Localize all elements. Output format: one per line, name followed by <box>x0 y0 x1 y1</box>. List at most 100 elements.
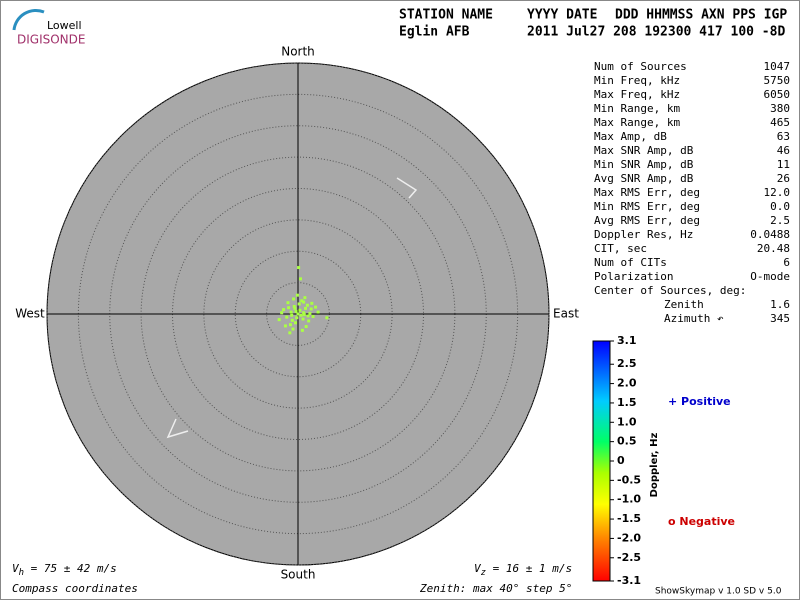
colorbar <box>592 340 611 582</box>
source-point <box>296 312 300 316</box>
stat-value: 465 <box>770 116 790 129</box>
stat-label: Max Freq, kHz <box>594 88 680 101</box>
source-point <box>308 311 312 315</box>
source-point <box>297 302 301 306</box>
header-col: DDD HHMMSS AXN PPS IGP <box>615 8 787 23</box>
stat-value: 345 <box>770 312 790 325</box>
source-point <box>290 313 294 317</box>
header-col: STATION NAME <box>399 8 493 23</box>
stat-value: 6050 <box>764 88 791 101</box>
vz: Vz = 16 ± 1 m/s <box>474 562 572 578</box>
footer: ShowSkymap v 1.0 SD v 5.0 <box>655 587 782 597</box>
source-point <box>325 316 329 320</box>
stat-label: Min SNR Amp, dB <box>594 158 694 171</box>
source-point <box>298 308 302 312</box>
stat-value: 2.5 <box>770 214 790 227</box>
source-point <box>306 314 310 318</box>
stat-value: 0.0488 <box>750 228 790 241</box>
header-value: Eglin AFB <box>399 25 470 40</box>
stat-label: Min RMS Err, deg <box>594 200 700 213</box>
stat-value: 11 <box>777 158 790 171</box>
stat-value: 0.0 <box>770 200 790 213</box>
source-point <box>287 306 291 310</box>
source-point <box>292 297 296 301</box>
stat-label: Max SNR Amp, dB <box>594 144 694 157</box>
source-point <box>277 318 281 322</box>
stat-label: Polarization <box>594 270 673 283</box>
stat-label: Num of CITs <box>594 256 667 269</box>
coords-note: Compass coordinates <box>12 582 138 595</box>
logo-top: Lowell <box>47 19 82 32</box>
stat-label: Avg SNR Amp, dB <box>594 172 694 185</box>
stat-label: Num of Sources <box>594 60 687 73</box>
source-point <box>299 277 303 281</box>
colorbar-tick-label: -2.0 <box>617 531 641 544</box>
stat-label: Azimuth ↶ <box>664 312 724 325</box>
direction-label: East <box>553 307 579 321</box>
source-point <box>288 323 292 327</box>
colorbar-tick-label: -3.1 <box>617 574 641 587</box>
colorbar-tick-label: 2.0 <box>617 377 637 390</box>
positive-legend: + Positive <box>668 395 731 408</box>
stat-label: Max RMS Err, deg <box>594 186 700 199</box>
source-point <box>301 317 305 321</box>
direction-label: South <box>281 568 316 582</box>
source-point <box>282 308 286 312</box>
colorbar-tick-label: -1.0 <box>617 493 641 506</box>
stat-label: Zenith <box>664 298 704 311</box>
stat-value: O-mode <box>750 270 790 283</box>
source-point <box>295 293 299 297</box>
negative-legend: o Negative <box>668 515 735 528</box>
colorbar-tick-label: -0.5 <box>617 473 641 486</box>
stat-value: 46 <box>777 144 790 157</box>
source-point <box>292 304 296 308</box>
colorbar-tick-label: 0.5 <box>617 435 637 448</box>
colorbar-tick-label: 3.1 <box>617 334 637 347</box>
stat-label: Min Freq, kHz <box>594 74 680 87</box>
stat-value: 63 <box>777 130 790 143</box>
source-point <box>285 315 289 319</box>
source-point <box>316 310 320 314</box>
source-point <box>293 306 297 310</box>
source-point <box>300 299 304 303</box>
logo-swoosh <box>12 8 45 31</box>
colorbar-tick-label: -2.5 <box>617 551 641 564</box>
source-point <box>297 266 301 270</box>
colorbar-label: Doppler, Hz <box>649 433 660 498</box>
stat-value: 380 <box>770 102 790 115</box>
source-point <box>288 331 292 335</box>
source-point <box>302 311 306 315</box>
source-point <box>311 315 315 319</box>
stat-value: 20.48 <box>757 242 790 255</box>
header-value: 2011 Jul27 208 192300 417 100 -8D <box>527 25 785 40</box>
source-point <box>310 301 314 305</box>
logo-bottom: DIGISONDE <box>17 33 85 47</box>
stat-label: Min Range, km <box>594 102 680 115</box>
direction-label: West <box>15 307 45 321</box>
source-point <box>307 319 311 323</box>
source-point <box>293 321 297 325</box>
stat-value: 6 <box>783 256 790 269</box>
stat-label: Avg RMS Err, deg <box>594 214 700 227</box>
source-point <box>299 313 303 317</box>
stat-label: Doppler Res, Hz <box>594 228 693 241</box>
stat-value: 1047 <box>764 60 791 73</box>
stat-value: 12.0 <box>764 186 791 199</box>
source-point <box>309 307 313 311</box>
zenith-note: Zenith: max 40° step 5° <box>419 582 572 595</box>
stat-label: Max Amp, dB <box>594 130 667 143</box>
stat-label: Max Range, km <box>594 116 680 129</box>
source-point <box>289 310 293 314</box>
source-point <box>303 296 307 300</box>
velocity-arrow <box>166 418 189 439</box>
source-point <box>280 311 284 315</box>
direction-label: North <box>281 45 315 59</box>
colorbar-tick-label: 1.5 <box>617 396 637 409</box>
source-point <box>290 318 294 322</box>
colorbar-tick-label: 2.5 <box>617 357 637 370</box>
source-point <box>300 328 304 332</box>
velocity-arrow <box>396 177 418 199</box>
source-point <box>304 325 308 329</box>
source-point <box>302 313 306 317</box>
colorbar-tick-label: -1.5 <box>617 512 641 525</box>
